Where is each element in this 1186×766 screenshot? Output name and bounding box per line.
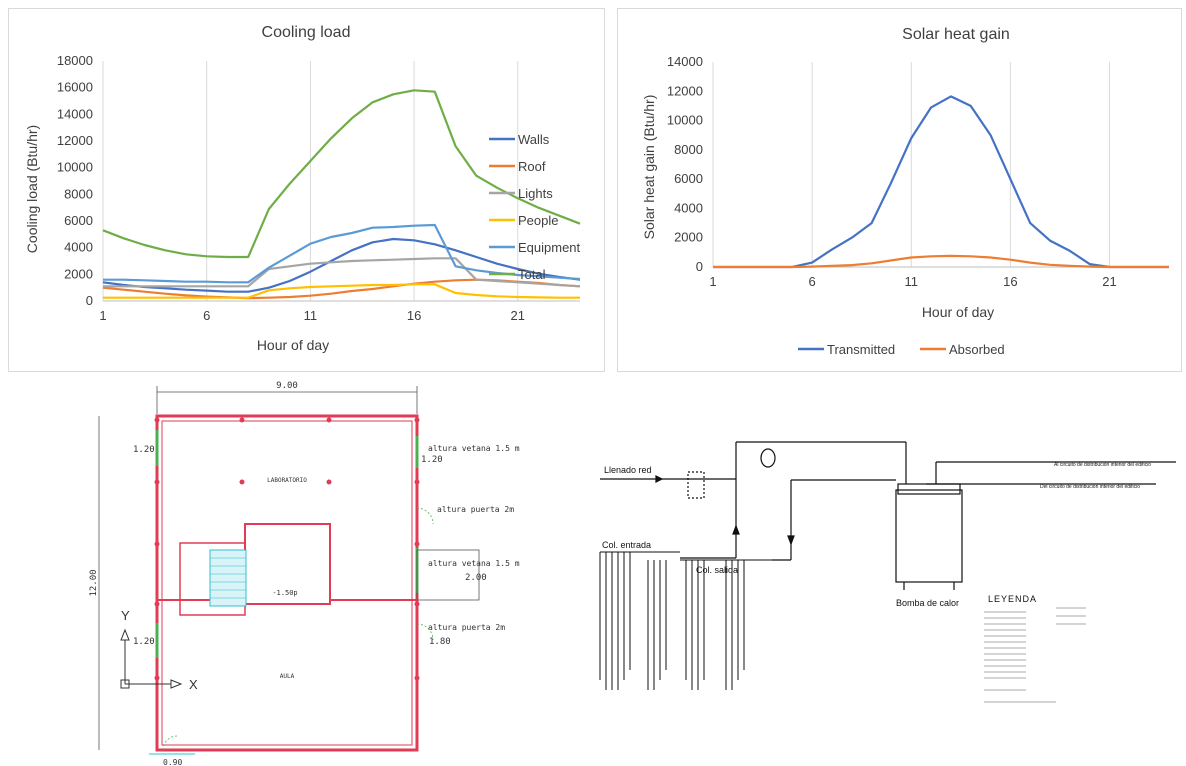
note-window-height-1: altura vetana 1.5 m [428,444,520,453]
x-tick-label: 21 [1102,274,1116,289]
dimension-bottom: 0.90 [163,758,182,766]
y-tick-label: 14000 [57,106,93,121]
y-tick-label: 2000 [64,266,93,281]
dimension-window-right: 2.00 [465,573,487,583]
room-label-laboratorio: LABORATORIO [267,477,307,484]
y-tick-label: 18000 [57,53,93,68]
schematic-legend-title: LEYENDA [988,594,1037,604]
series-line-lights [103,257,581,288]
to-circuit-label: Al circuito de distribución interior del… [1054,462,1151,468]
y-axis-label: Solar heat gain (Btu/hr) [641,95,657,240]
legend-label: Total [518,267,546,282]
y-tick-label: 14000 [667,54,703,69]
solar-heat-gain-chart: Solar heat gain Hour of day Solar heat g… [641,26,1169,357]
legend-label: Roof [518,159,546,174]
hydraulic-schematic: Llenado red Col. entrada Col. salida Bom… [599,441,1176,703]
series-line-total [102,89,581,259]
y-tick-label: 8000 [64,186,93,201]
x-tick-label: 11 [905,274,919,289]
dimension-window-left-2: 1.20 [133,637,155,647]
solar-heat-gain-chart-panel: Solar heat gain Hour of day Solar heat g… [617,8,1182,372]
y-tick-label: 4000 [64,240,93,255]
legend-label: Walls [518,132,550,147]
y-axis-label: Cooling load (Btu/hr) [24,125,40,253]
y-tick-label: 12000 [667,83,703,98]
y-tick-label: 6000 [64,213,93,228]
y-tick-label: 10000 [57,160,93,175]
x-tick-label: 1 [709,274,716,289]
dimension-height: 12.00 [89,569,99,596]
note-door-height-1: altura puerta 2m [437,505,514,514]
x-tick-label: 6 [203,308,210,323]
outer-wall [155,414,419,752]
chart-title: Cooling load [262,24,351,41]
floor-plan-drawing: 9.00 12.00 1.20 1.20 1.20 altura vetana … [89,381,520,766]
chart-title: Solar heat gain [902,26,1010,43]
y-tick-label: 6000 [674,171,703,186]
collector-outlet-label: Col. salida [696,565,738,575]
series-line-absorbed [713,254,1169,269]
ucs-axis-x: X [189,677,198,692]
dimension-width: 9.00 [276,381,298,391]
legend-label: Absorbed [949,342,1005,357]
x-axis-label: Hour of day [922,304,994,320]
fill-line-label: Llenado red [604,465,652,475]
cooling-load-chart-panel: Cooling load Hour of day Cooling load (B… [8,8,605,372]
from-circuit-label: Del circuito de distribución interior de… [1040,484,1140,490]
x-tick-label: 21 [511,308,525,323]
level-label: -1.50p [272,589,297,597]
legend-label: Equipment [518,240,581,255]
y-tick-label: 2000 [674,230,703,245]
y-tick-label: 16000 [57,80,93,95]
heat-pump-label: Bomba de calor [896,598,959,608]
x-tick-label: 16 [1003,274,1017,289]
series-line-people [103,283,580,299]
collector-inlet-label: Col. entrada [602,540,651,550]
y-tick-label: 12000 [57,133,93,148]
legend-label: People [518,213,558,228]
x-tick-label: 6 [809,274,816,289]
y-tick-label: 10000 [667,113,703,128]
series-line-transmitted [713,95,1169,269]
dimension-right-2: 1.80 [429,637,451,647]
note-window-height-2: altura vetana 1.5 m [428,559,520,568]
dimension-window-left-1: 1.20 [133,445,155,455]
x-tick-label: 11 [304,308,318,323]
y-tick-label: 0 [696,259,703,274]
series-line-walls [102,237,581,293]
y-tick-label: 0 [86,293,93,308]
dimension-right-1: 1.20 [421,455,443,465]
x-axis-label: Hour of day [257,337,329,353]
x-tick-label: 1 [99,308,106,323]
y-tick-label: 4000 [674,200,703,215]
legend-label: Lights [518,186,553,201]
note-door-height-2: altura puerta 2m [428,623,505,632]
cooling-load-chart: Cooling load Hour of day Cooling load (B… [24,24,581,353]
y-tick-label: 8000 [674,142,703,157]
ucs-axis-y: Y [121,608,130,623]
x-tick-label: 16 [407,308,421,323]
legend-label: Transmitted [827,342,895,357]
room-label-aula: AULA [280,673,295,680]
